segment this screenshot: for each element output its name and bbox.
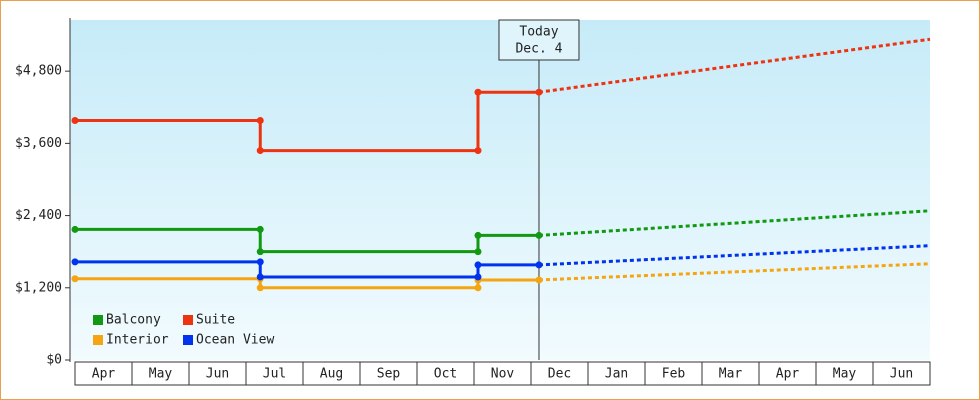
y-tick-label: $1,200 (15, 280, 62, 295)
x-tick-label: Jun (206, 367, 229, 382)
x-tick-label: May (149, 367, 173, 382)
point (535, 261, 543, 269)
point (474, 231, 482, 239)
point (474, 88, 482, 96)
point (256, 248, 264, 256)
point (535, 276, 543, 284)
y-tick-label: $0 (46, 353, 62, 368)
x-tick-label: Mar (719, 367, 743, 382)
x-tick-label: Feb (662, 367, 686, 382)
today-box (498, 19, 580, 61)
point (71, 258, 79, 266)
x-tick-label: Dec (548, 367, 571, 382)
projection-line (538, 262, 931, 282)
legend-swatch (93, 335, 103, 345)
legend-swatch (183, 315, 193, 325)
today-label: Today (519, 25, 558, 40)
x-tick-label: Jan (605, 367, 628, 382)
x-tick-label: Aug (320, 367, 343, 382)
series-line (75, 277, 539, 290)
point (256, 225, 264, 233)
point (474, 248, 482, 256)
series-line (75, 260, 539, 279)
point (256, 284, 264, 292)
point (256, 258, 264, 266)
point (535, 231, 543, 239)
legend-swatch (93, 315, 103, 325)
projection-line (538, 37, 931, 94)
point (256, 147, 264, 155)
projection-line (538, 209, 931, 237)
today-label: Dec. 4 (515, 42, 562, 57)
legend-label: Interior (106, 333, 169, 348)
x-tick-label: Apr (776, 367, 800, 382)
x-tick-label: Jul (263, 367, 286, 382)
legend-label: Balcony (106, 313, 161, 328)
x-tick-label: Apr (92, 367, 116, 382)
series-line (75, 227, 539, 254)
point (256, 273, 264, 281)
legend-label: Suite (196, 313, 235, 328)
point (535, 88, 543, 96)
x-tick-label: Sep (377, 367, 401, 382)
legend-label: Ocean View (196, 333, 274, 348)
x-tick-label: Oct (434, 367, 457, 382)
point (474, 261, 482, 269)
y-tick-label: $3,600 (15, 136, 62, 151)
y-tick-label: $2,400 (15, 208, 62, 223)
x-tick-label: May (833, 367, 857, 382)
x-tick-label: Nov (491, 367, 515, 382)
series-line (75, 90, 539, 153)
point (474, 273, 482, 281)
legend-swatch (183, 335, 193, 345)
y-tick-label: $4,800 (15, 64, 62, 79)
point (71, 116, 79, 124)
point (256, 116, 264, 124)
point (71, 275, 79, 283)
point (71, 225, 79, 233)
point (474, 147, 482, 155)
plot-area (70, 20, 930, 360)
projection-line (538, 244, 931, 267)
point (474, 284, 482, 292)
x-tick-label: Jun (890, 367, 913, 382)
x-category-cell (872, 361, 931, 386)
